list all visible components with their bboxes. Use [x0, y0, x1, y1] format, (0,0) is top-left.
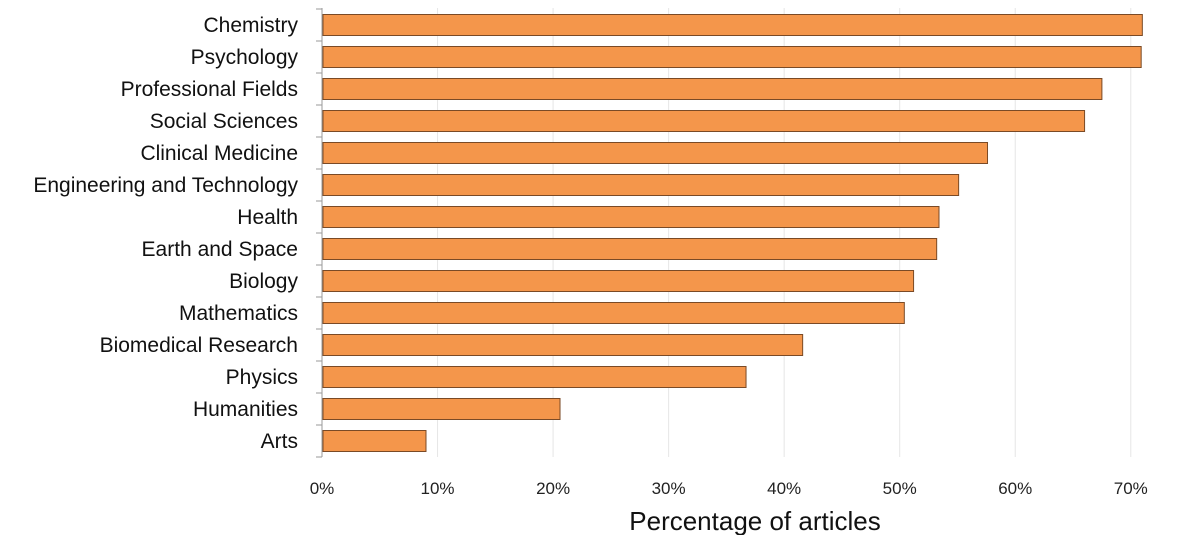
category-label: Chemistry: [203, 14, 298, 37]
bar-mathematics: [322, 302, 905, 324]
category-label: Engineering and Technology: [33, 174, 298, 197]
x-tick-label: 60%: [998, 479, 1032, 498]
x-tick-label: 0%: [310, 479, 335, 498]
x-tick-label: 50%: [883, 479, 917, 498]
grid-layer: [437, 8, 1132, 457]
x-tick-label: 70%: [1114, 479, 1148, 498]
bar-professional-fields: [322, 78, 1103, 100]
category-label: Health: [237, 206, 298, 229]
x-tick-label: 30%: [652, 479, 686, 498]
x-tick-label: 20%: [536, 479, 570, 498]
category-label: Arts: [261, 430, 298, 453]
x-tick-label: 10%: [421, 479, 455, 498]
category-label: Earth and Space: [142, 238, 298, 261]
bar-biology: [322, 270, 915, 292]
category-label: Professional Fields: [121, 78, 298, 101]
x-axis-title: Percentage of articles: [629, 506, 880, 535]
category-label: Humanities: [193, 398, 298, 421]
bar-earth-and-space: [322, 238, 938, 260]
bar-arts: [322, 430, 427, 452]
bar-health: [322, 206, 940, 228]
category-label: Social Sciences: [150, 110, 298, 133]
bar-clinical-medicine: [322, 142, 989, 164]
x-tick-label: 40%: [767, 479, 801, 498]
category-label: Clinical Medicine: [140, 142, 298, 165]
bar-social-sciences: [322, 110, 1086, 132]
bar-humanities: [322, 398, 561, 420]
bar-chemistry: [322, 14, 1143, 36]
bar-psychology: [322, 46, 1142, 68]
bar-biomedical-research: [322, 334, 804, 356]
category-label: Physics: [226, 366, 298, 389]
bar-engineering-and-technology: [322, 174, 960, 196]
category-label: Biomedical Research: [100, 334, 298, 357]
bar-layer: [322, 14, 1143, 452]
category-label: Mathematics: [179, 302, 298, 325]
axis-layer: [316, 8, 323, 458]
category-label: Psychology: [191, 46, 299, 69]
bar-physics: [322, 366, 747, 388]
label-layer: 0% 10% 20% 30% 40% 50% 60% 70% Chemistry Psycholo…: [33, 14, 1147, 498]
category-label: Biology: [229, 270, 298, 293]
